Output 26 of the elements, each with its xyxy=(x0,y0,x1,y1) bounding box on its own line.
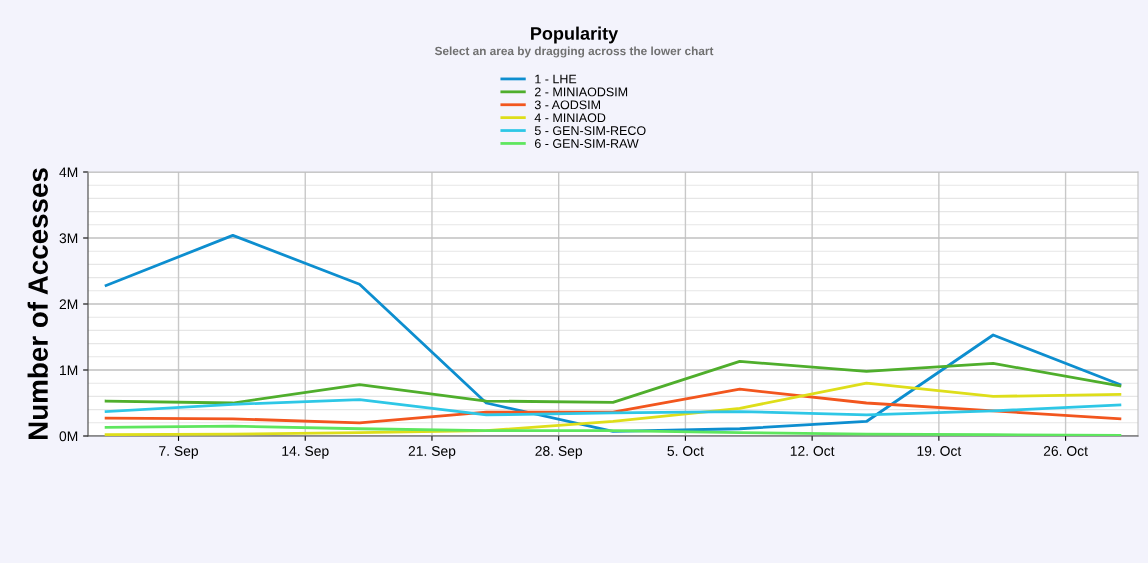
x-tick-label: 12. Oct xyxy=(790,446,835,456)
line-series xyxy=(104,424,1122,436)
y-axis-title: Number of Accesses xyxy=(27,168,48,440)
legend-label: 1 - LHE xyxy=(535,74,577,84)
y-tick-label: 0M xyxy=(59,431,78,442)
x-tick-label: 28. Sep xyxy=(535,446,583,459)
legend-label: 2 - MINIAODSIM xyxy=(534,87,628,97)
y-tick-label: 4M xyxy=(59,167,78,178)
legend-label: 6 - GEN-SIM-RAW xyxy=(534,139,639,148)
legend-label: 5 - GEN-SIM-RECO xyxy=(534,126,646,136)
y-tick-label: 3M xyxy=(59,233,78,244)
x-tick-label: 14. Sep xyxy=(282,446,329,459)
legend-label: 3 - AODSIM xyxy=(534,100,600,110)
chart-title: Popularity xyxy=(531,26,619,44)
x-tick-label: 19. Oct xyxy=(917,446,962,456)
y-tick-label: 1M xyxy=(60,365,78,376)
line-series xyxy=(104,360,1122,405)
x-tick-label: 5. Oct xyxy=(667,446,704,456)
x-tick-label: 26. Oct xyxy=(1043,446,1088,456)
chart-subtitle: Select an area by dragging across the lower chart xyxy=(434,46,714,58)
line-series xyxy=(104,398,1122,417)
legend-label: 4 - MINIAOD xyxy=(534,113,606,123)
x-tick-label: 7. Sep xyxy=(159,446,199,459)
line-series xyxy=(104,381,1122,436)
x-tick-label: 21. Sep xyxy=(408,446,456,459)
y-tick-label: 2M xyxy=(59,299,78,310)
